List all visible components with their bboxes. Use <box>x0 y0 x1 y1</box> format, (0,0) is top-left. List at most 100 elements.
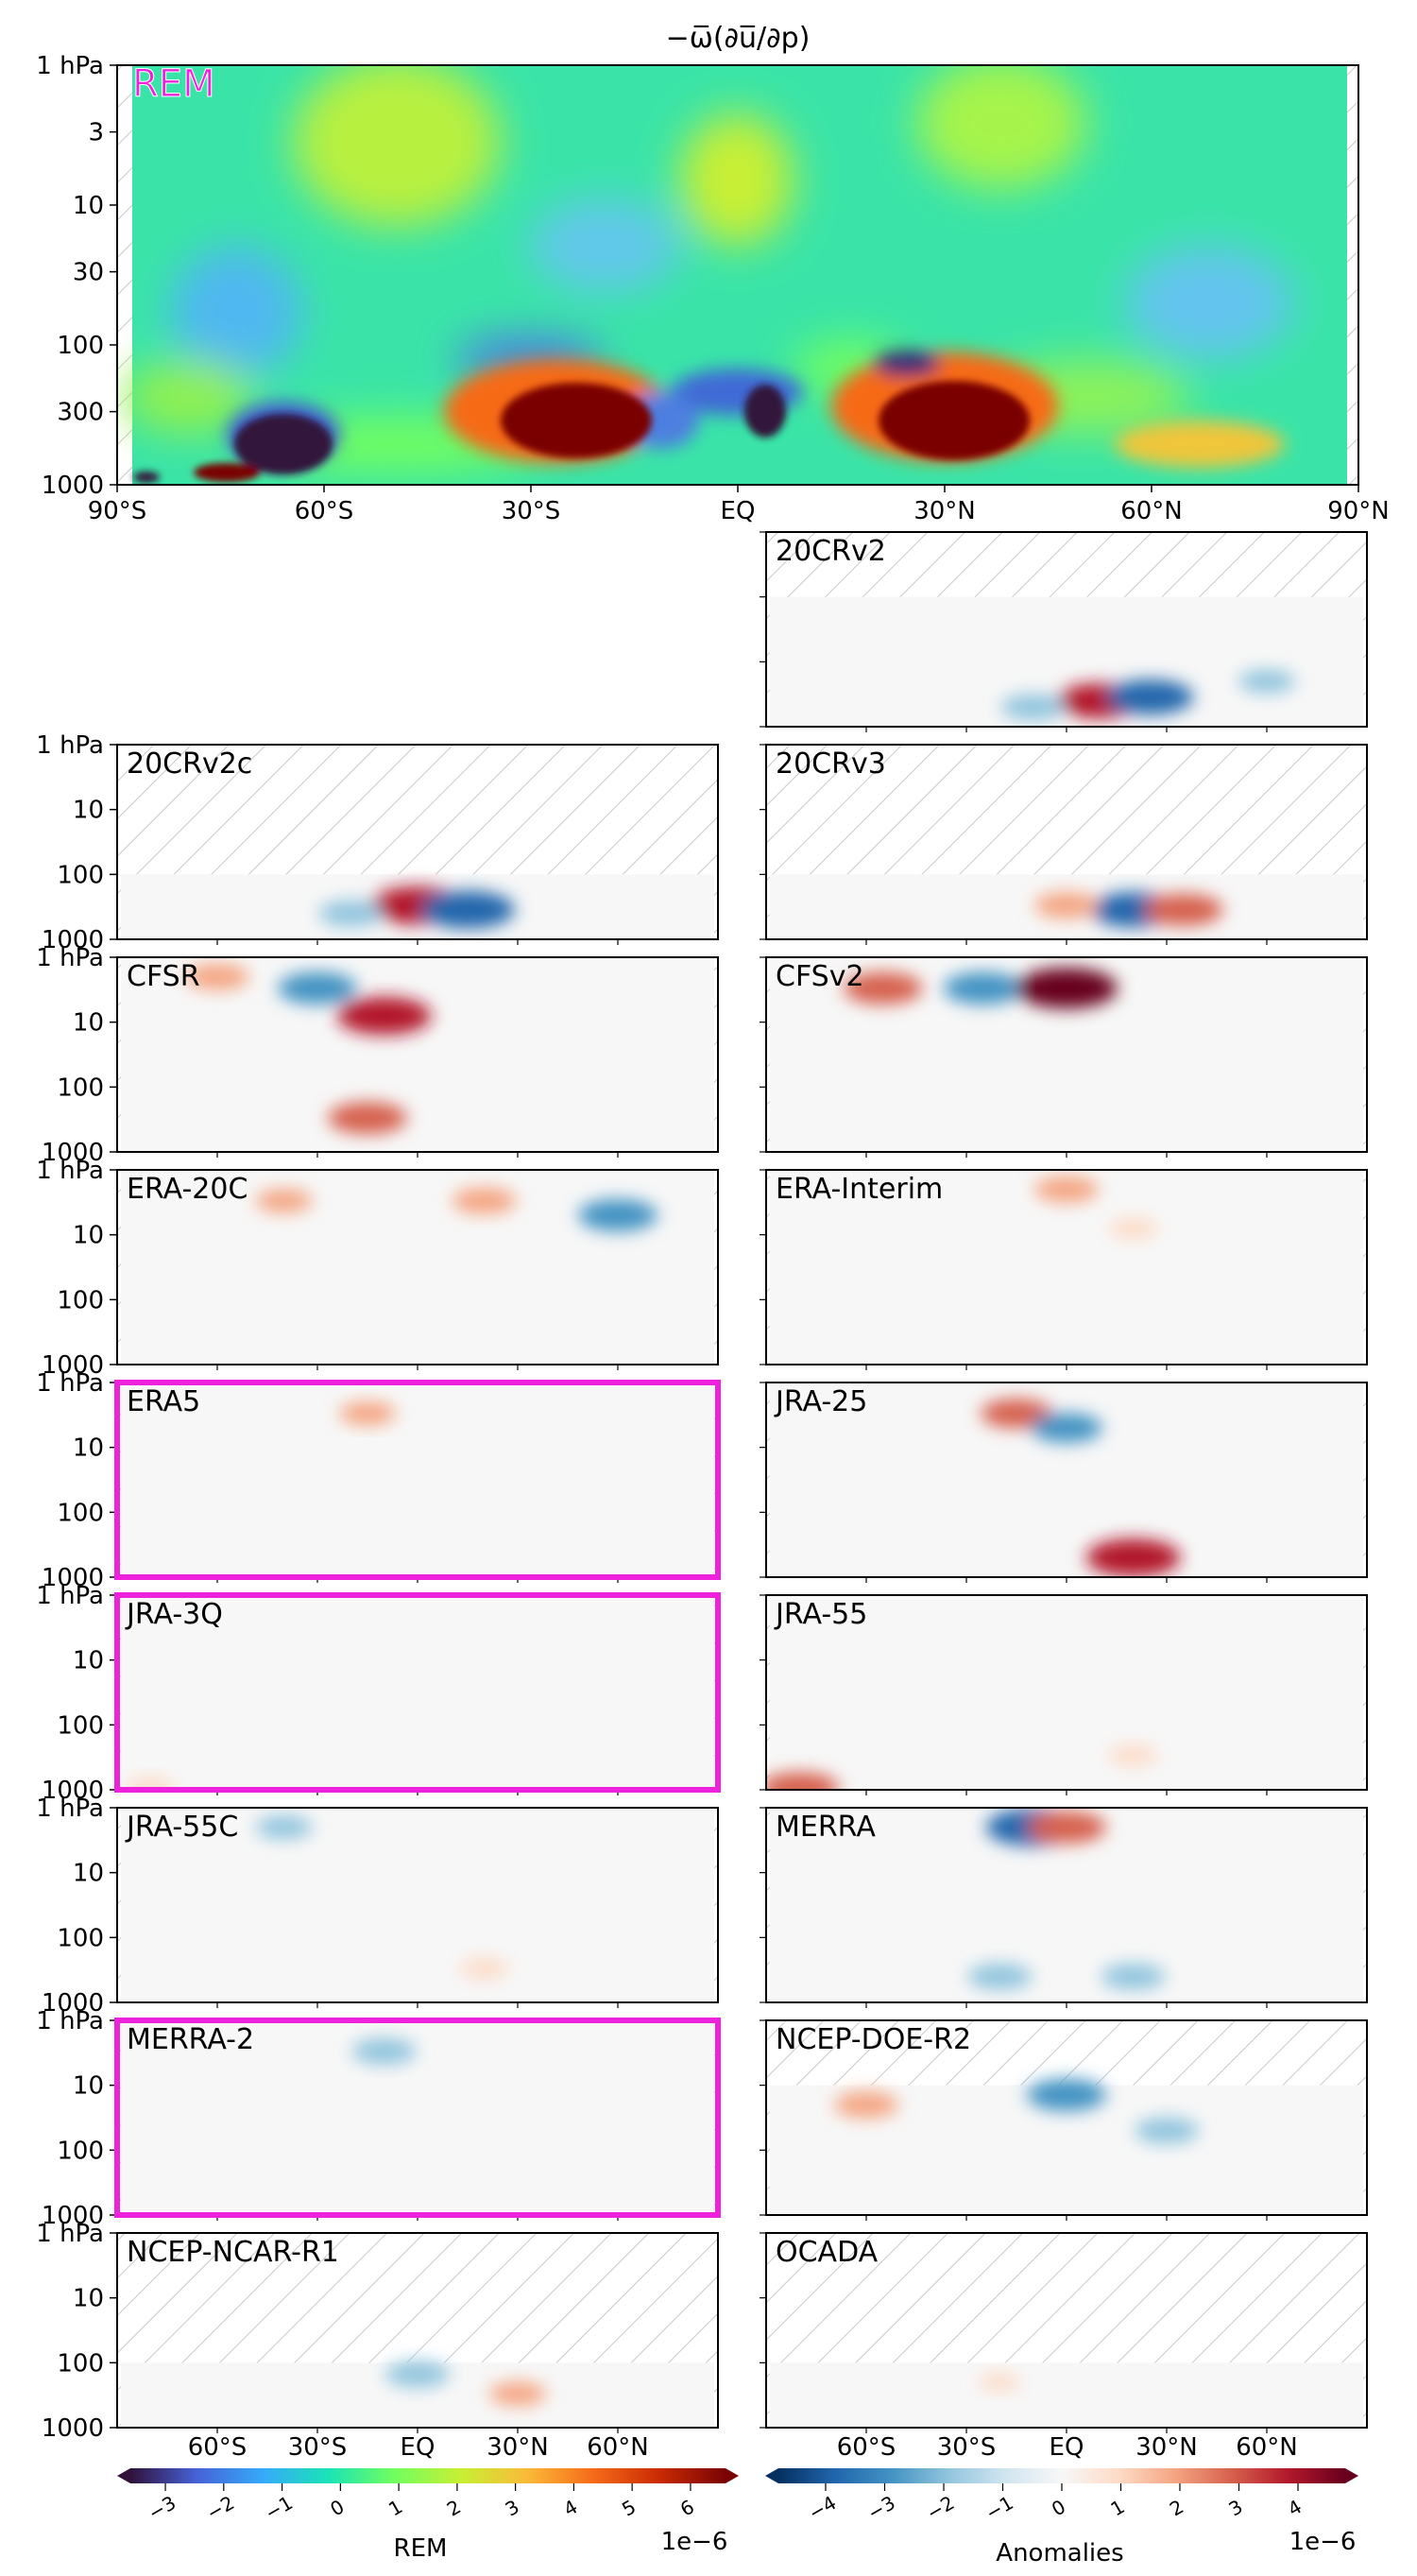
anomaly-blob <box>318 900 384 927</box>
panel-frame <box>765 2232 1368 2429</box>
anomaly-blob <box>1000 694 1066 721</box>
colorbar-rem-label: REM <box>394 2534 448 2563</box>
colorbar-tick: 0 <box>326 2495 348 2520</box>
x-tick-label: 60°S <box>837 2433 896 2462</box>
anomaly-blob <box>278 971 357 1005</box>
panel-label: MERRA <box>776 1811 876 1844</box>
panel-label-rem: REM <box>132 62 215 106</box>
panel-jra-55c: JRA-55C <box>116 1807 719 2008</box>
y-tick-label: 100 <box>57 2349 104 2378</box>
y-tick-label: 1000 <box>42 1564 104 1592</box>
panel-label: NCEP-NCAR-R1 <box>127 2236 339 2269</box>
anomaly-blob <box>339 1401 396 1426</box>
panel-y-axis: 1 hPa 10 100 1000 <box>36 1795 117 2018</box>
panel-y-axis: 1 hPa 10 100 1000 <box>36 1369 117 1592</box>
panel-y-axis: 1 hPa 10 100 1000 <box>36 2007 117 2230</box>
anomaly-blob <box>328 1102 407 1135</box>
panel-label: CFSv2 <box>776 960 864 993</box>
colorbar-tick: 0 <box>1048 2495 1069 2520</box>
panel-label: 20CRv2 <box>776 535 886 568</box>
x-tick-label: EQ <box>1050 2433 1084 2462</box>
colorbar-rem-gradient <box>130 2468 726 2483</box>
y-tick-label: 1 hPa <box>36 52 104 80</box>
panel-y-axis: 1 hPa 10 100 1000 <box>36 944 117 1167</box>
colorbar-tick: 2 <box>443 2495 465 2520</box>
y-tick-label: 1 hPa <box>36 2007 104 2035</box>
colorbar-tick: 4 <box>559 2495 581 2520</box>
panel-ncep-doe-r2: NCEP-DOE-R2 <box>760 2019 1368 2221</box>
panel-merra-2: MERRA-2 <box>114 2018 721 2221</box>
x-tick-label: 90°S <box>88 497 147 525</box>
anomaly-blob <box>1238 669 1295 694</box>
y-tick-label: 1 hPa <box>36 1157 104 1185</box>
y-tick-label: 1000 <box>42 1777 104 1805</box>
colorbar-tick: −3 <box>863 2491 899 2525</box>
anomaly-blob <box>336 997 432 1036</box>
panel-cfsv2: CFSv2 <box>760 956 1368 1158</box>
panel-merra: MERRA <box>760 1807 1368 2008</box>
panel-frame <box>765 1594 1368 1791</box>
panel-label: 20CRv3 <box>776 747 886 781</box>
y-tick-label: 100 <box>57 1924 104 1952</box>
x-tick-label: 60°N <box>587 2433 649 2462</box>
anomaly-blob <box>979 2373 1021 2392</box>
y-tick-label: 100 <box>57 861 104 889</box>
colorbar-tick: 1 <box>384 2495 406 2520</box>
panel-y-axis: 1 hPa 10 100 1000 <box>36 731 117 954</box>
panel-frame <box>765 744 1368 940</box>
panel-frame <box>765 1382 1368 1578</box>
anomaly-blob <box>126 1777 176 1790</box>
anomaly-blob <box>452 1187 517 1214</box>
panel-frame <box>116 956 719 1153</box>
panel-jra-25: JRA-25 <box>760 1382 1368 1583</box>
panel-era5: ERA5 <box>114 1380 721 1583</box>
colorbar-tick: 3 <box>1224 2495 1246 2520</box>
anomaly-blob <box>255 1815 313 1840</box>
y-tick-label: 10 <box>73 192 104 220</box>
y-tick-label: 1 hPa <box>36 1369 104 1398</box>
panel-label: 20CRv2c <box>127 747 252 781</box>
anomaly-blob <box>1106 679 1194 715</box>
y-tick-label: 10 <box>73 797 104 825</box>
colorbar-tick: −2 <box>923 2491 959 2525</box>
y-tick-label: 10 <box>73 1434 104 1463</box>
panel-label: JRA-25 <box>774 1385 867 1418</box>
panel-frame <box>116 1807 719 2003</box>
panel-ocada: OCADA <box>760 2232 1368 2433</box>
panel-frame <box>116 1169 719 1365</box>
y-tick-label: 1 hPa <box>36 1582 104 1610</box>
anomaly-blob <box>185 963 249 990</box>
anomaly-blob <box>459 1958 509 1980</box>
colorbar-tick: −1 <box>982 2491 1017 2525</box>
panel-frame <box>765 1807 1368 2003</box>
anomaly-blob <box>420 890 515 929</box>
x-tick-label: 30°N <box>487 2433 549 2462</box>
colorbar-anom-gradient <box>778 2468 1345 2483</box>
panel-label: MERRA-2 <box>127 2023 254 2056</box>
panel-y-axis: 1 hPa 10 100 1000 <box>36 1582 117 1805</box>
panel-frame <box>116 744 719 940</box>
panel-label: ERA-Interim <box>776 1173 943 1206</box>
anomaly-blob <box>967 1963 1033 1990</box>
y-tick-label: 1000 <box>42 1139 104 1167</box>
panel-20crv2c: 20CRv2c <box>116 744 719 945</box>
colorbar-tick: 5 <box>618 2495 640 2520</box>
panel-era-20c: ERA-20C <box>116 1169 719 1370</box>
panel-y-axis: 1 hPa 10 100 1000 <box>36 1157 117 1380</box>
colorbar-tick: 4 <box>1284 2495 1306 2520</box>
anomaly-blob <box>1101 1963 1166 1990</box>
panel-label: JRA-3Q <box>125 1598 223 1631</box>
panel-label: JRA-55C <box>125 1811 238 1844</box>
panel-label: CFSR <box>127 960 200 993</box>
anomaly-blob <box>1016 968 1118 1009</box>
colorbar-anom-exponent: 1e−6 <box>1289 2528 1357 2556</box>
colorbar-tick: 6 <box>676 2495 698 2520</box>
x-tick-label: 30°S <box>502 497 561 525</box>
panel-label: ERA-20C <box>127 1173 248 1206</box>
rem-panel: REM <box>116 62 1359 486</box>
panel-jra-3q: JRA-3Q <box>114 1592 721 1795</box>
y-tick-label: 1000 <box>42 926 104 954</box>
anomaly-blob <box>1034 892 1099 919</box>
colorbar-tick: 2 <box>1166 2495 1187 2520</box>
